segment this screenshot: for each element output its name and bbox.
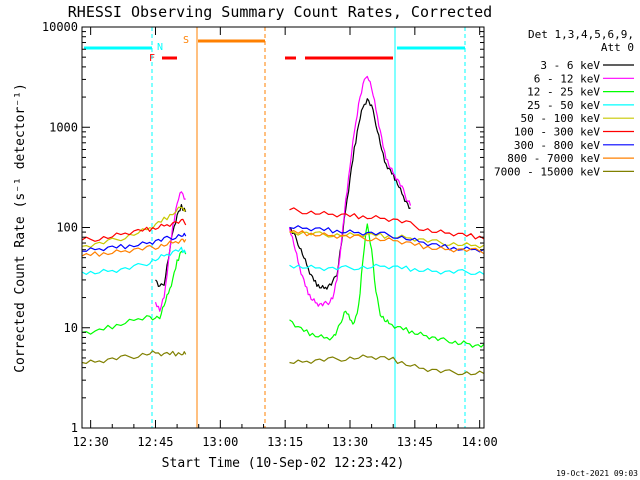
y-tick-label-3: 1000 (49, 120, 78, 134)
series-line-3-segment-1 (289, 263, 485, 275)
x-tick-label-0: 12:30 (73, 435, 109, 449)
series-line-1-segment-1 (288, 75, 412, 307)
y-axis-label: Corrected Count Rate (s⁻¹ detector⁻¹) (13, 83, 28, 373)
legend-label-6: 300 - 800 keV (514, 139, 600, 152)
series-line-6-segment-1 (289, 225, 485, 253)
y-tick-label-1: 10 (64, 321, 78, 335)
series-layer (81, 75, 485, 376)
series-line-7-segment-0 (81, 238, 187, 257)
x-tick-label-1: 12:45 (137, 435, 173, 449)
x-tick-label-4: 13:30 (332, 435, 368, 449)
legend-label-1: 6 - 12 keV (534, 72, 601, 85)
series-line-4-segment-1 (289, 231, 485, 249)
series-line-6-segment-0 (81, 232, 187, 252)
series-line-2-segment-1 (289, 223, 485, 348)
series-line-0-segment-1 (289, 98, 411, 290)
x-tick-label-6: 14:00 (462, 435, 498, 449)
series-line-2-segment-0 (81, 249, 187, 335)
flag-label-1: N (157, 42, 163, 53)
legend-label-2: 12 - 25 keV (527, 86, 600, 99)
legend-header-line-1: Att 0 (601, 41, 634, 54)
legend-label-3: 25 - 50 keV (527, 99, 600, 112)
series-line-7-segment-1 (289, 230, 485, 255)
legend-label-5: 100 - 300 keV (514, 126, 600, 139)
series-line-8-segment-0 (81, 350, 187, 364)
footer-timestamp: 19-Oct-2021 09:03 (556, 469, 638, 478)
legend-label-8: 7000 - 15000 keV (494, 165, 600, 178)
flag-bars-layer: FNS (84, 35, 465, 64)
x-tick-label-3: 13:15 (267, 435, 303, 449)
legend-label-4: 50 - 100 keV (521, 112, 601, 125)
series-line-1-segment-0 (154, 191, 186, 312)
series-line-5-segment-0 (81, 218, 187, 242)
y-tick-label-4: 10000 (42, 20, 78, 34)
y-tick-label-2: 100 (56, 221, 78, 235)
flag-label-2: S (183, 35, 189, 46)
legend-label-0: 3 - 6 keV (540, 59, 600, 72)
x-tick-label-5: 13:45 (397, 435, 433, 449)
series-line-8-segment-1 (289, 354, 485, 376)
legend-label-7: 800 - 7000 keV (507, 152, 600, 165)
x-axis-label: Start Time (10-Sep-02 12:23:42) (162, 456, 405, 471)
legend-header-line-0: Det 1,3,4,5,6,9, (528, 28, 634, 41)
series-line-3-segment-0 (81, 246, 187, 275)
chart-title: RHESSI Observing Summary Count Rates, Co… (68, 3, 492, 21)
y-tick-label-0: 1 (71, 421, 78, 435)
series-line-5-segment-1 (289, 207, 485, 240)
series-line-4-segment-0 (81, 206, 187, 248)
axis-ticks-layer: 1 10 100 1000 10000 12:30 12:45 13:00 13:15 13:30… (42, 20, 498, 449)
x-tick-label-2: 13:00 (202, 435, 238, 449)
